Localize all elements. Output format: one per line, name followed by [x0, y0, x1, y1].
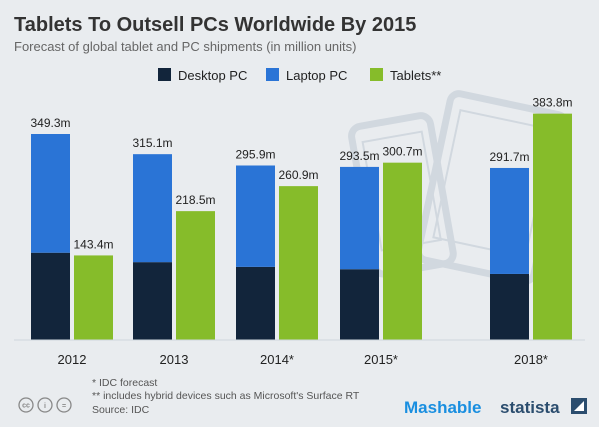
legend-label-tablets: Tablets**	[390, 68, 441, 83]
label-pc-total-2014: 295.9m	[235, 147, 275, 161]
statista-logo: statista	[500, 398, 560, 417]
x-label-2014: 2014*	[260, 352, 294, 367]
bar-tablets-2013	[176, 211, 215, 340]
label-pc-total-2013: 315.1m	[132, 136, 172, 150]
bar-tablets-2014	[279, 186, 318, 340]
legend-label-laptop-pc: Laptop PC	[286, 68, 347, 83]
x-label-2018: 2018*	[514, 352, 548, 367]
bar-desktop-2012	[31, 252, 70, 340]
source-note: Source: IDC	[92, 404, 150, 416]
legend-label-desktop-pc: Desktop PC	[178, 68, 247, 83]
chart-subtitle: Forecast of global tablet and PC shipmen…	[14, 39, 357, 54]
label-tablets-2012: 143.4m	[73, 237, 113, 251]
bar-tablets-2015	[383, 162, 422, 340]
bar-laptop-2015	[340, 166, 379, 270]
statista-logo-icon	[571, 398, 587, 414]
bar-laptop-2013	[133, 154, 172, 263]
bar-tablets-2018	[533, 113, 572, 340]
label-tablets-2013: 218.5m	[175, 193, 215, 207]
bar-desktop-2015	[340, 269, 379, 340]
label-pc-total-2018: 291.7m	[489, 150, 529, 164]
legend: Desktop PC Laptop PC Tablets**	[158, 68, 441, 83]
chart-title: Tablets To Outsell PCs Worldwide By 2015	[14, 14, 416, 36]
cc-icon: cc	[22, 403, 30, 410]
bar-laptop-2014	[236, 165, 275, 267]
bar-desktop-2014	[236, 266, 275, 340]
x-label-2012: 2012	[58, 352, 87, 367]
by-icon: i	[44, 403, 46, 410]
bars	[31, 113, 572, 340]
label-tablets-2014: 260.9m	[278, 168, 318, 182]
label-tablets-2015: 300.7m	[382, 145, 422, 159]
bar-laptop-2018	[490, 167, 529, 274]
bar-laptop-2012	[31, 134, 70, 253]
bar-desktop-2013	[133, 262, 172, 340]
x-axis-labels: 2012 2013 2014* 2015* 2018*	[58, 352, 548, 367]
label-pc-total-2015: 293.5m	[339, 149, 379, 163]
label-tablets-2018: 383.8m	[532, 96, 572, 110]
bar-tablets-2012	[74, 255, 113, 340]
x-label-2013: 2013	[160, 352, 189, 367]
footnote-forecast: * IDC forecast	[92, 377, 157, 389]
bar-desktop-2018	[490, 273, 529, 340]
legend-swatch-tablets	[370, 68, 383, 81]
legend-swatch-desktop-pc	[158, 68, 171, 81]
footnote-tablets: ** includes hybrid devices such as Micro…	[92, 390, 360, 402]
mashable-logo: Mashable	[404, 398, 481, 417]
x-label-2015: 2015*	[364, 352, 398, 367]
label-pc-total-2012: 349.3m	[30, 116, 70, 130]
nd-icon: =	[62, 403, 66, 410]
license-icons: cc i =	[18, 397, 72, 413]
legend-swatch-laptop-pc	[266, 68, 279, 81]
